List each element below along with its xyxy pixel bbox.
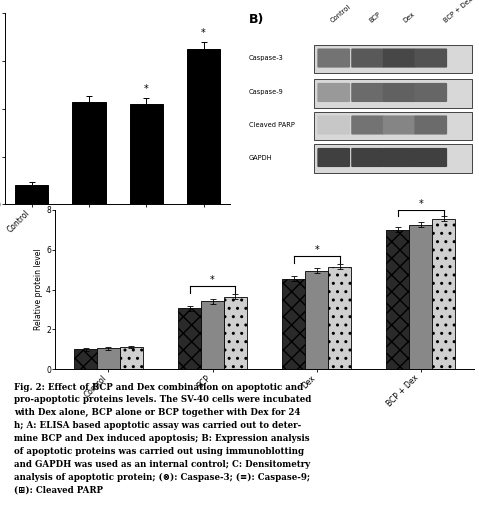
FancyBboxPatch shape bbox=[383, 148, 415, 167]
Bar bbox=[187, 49, 220, 204]
Text: B): B) bbox=[249, 13, 264, 26]
FancyBboxPatch shape bbox=[414, 148, 447, 167]
Text: BCP: BCP bbox=[368, 10, 382, 24]
FancyBboxPatch shape bbox=[318, 83, 350, 102]
Text: *: * bbox=[314, 245, 319, 255]
Bar bbox=[178, 309, 201, 369]
Bar bbox=[282, 279, 305, 369]
Bar bbox=[387, 230, 410, 369]
Bar bbox=[201, 301, 224, 369]
Bar bbox=[328, 267, 351, 369]
Bar bbox=[314, 45, 472, 73]
Text: *: * bbox=[419, 199, 423, 209]
Bar bbox=[305, 270, 328, 369]
FancyBboxPatch shape bbox=[383, 49, 415, 68]
Text: *: * bbox=[201, 28, 206, 38]
FancyBboxPatch shape bbox=[414, 83, 447, 102]
Bar bbox=[120, 347, 143, 369]
Text: Cleaved PARP: Cleaved PARP bbox=[249, 122, 295, 128]
FancyBboxPatch shape bbox=[318, 115, 350, 135]
Bar bbox=[314, 79, 472, 108]
Bar bbox=[314, 112, 472, 140]
FancyBboxPatch shape bbox=[383, 83, 415, 102]
FancyBboxPatch shape bbox=[414, 49, 447, 68]
FancyBboxPatch shape bbox=[318, 49, 350, 68]
Text: BCP + Dex: BCP + Dex bbox=[443, 0, 474, 24]
Bar bbox=[410, 225, 432, 369]
Bar bbox=[72, 102, 105, 204]
Y-axis label: Relative protein level: Relative protein level bbox=[34, 249, 43, 330]
FancyBboxPatch shape bbox=[383, 115, 415, 135]
Text: Control: Control bbox=[330, 3, 352, 24]
Text: Fig. 2: Effect of BCP and Dex combination on apoptotic and
pro-apoptotic protein: Fig. 2: Effect of BCP and Dex combinatio… bbox=[14, 383, 312, 495]
Text: *: * bbox=[144, 84, 148, 94]
Bar bbox=[130, 104, 163, 204]
FancyBboxPatch shape bbox=[351, 148, 384, 167]
Bar bbox=[314, 144, 472, 173]
Bar bbox=[15, 185, 48, 204]
Text: *: * bbox=[210, 275, 215, 285]
Text: Caspase-3: Caspase-3 bbox=[249, 55, 283, 61]
Bar bbox=[432, 219, 455, 369]
Text: Caspase-9: Caspase-9 bbox=[249, 90, 283, 95]
FancyBboxPatch shape bbox=[414, 115, 447, 135]
FancyBboxPatch shape bbox=[318, 148, 350, 167]
FancyBboxPatch shape bbox=[351, 49, 384, 68]
Text: Dex: Dex bbox=[402, 10, 416, 24]
FancyBboxPatch shape bbox=[351, 115, 384, 135]
Text: GAPDH: GAPDH bbox=[249, 155, 272, 160]
Bar bbox=[224, 297, 247, 369]
Bar bbox=[74, 350, 97, 369]
Bar bbox=[97, 348, 120, 369]
FancyBboxPatch shape bbox=[351, 83, 384, 102]
